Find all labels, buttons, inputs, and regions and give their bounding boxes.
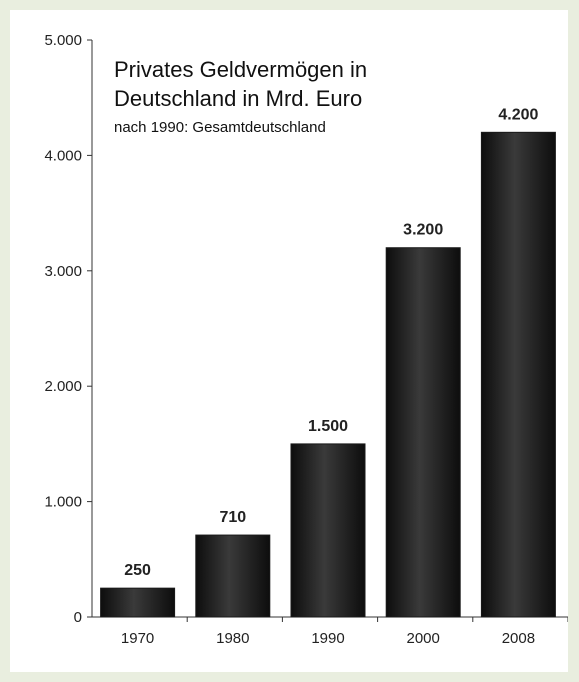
chart-title-line-2: Deutschland in Mrd. Euro [114, 86, 362, 111]
y-axis: 0 1.000 2.000 3.000 4.000 5.000 [44, 32, 93, 626]
data-label-1990: 1.500 [308, 418, 348, 435]
y-tick-label: 1.000 [44, 494, 82, 511]
x-tick-label: 1990 [311, 630, 344, 647]
y-tick-label: 4.000 [44, 147, 82, 164]
data-label-2008: 4.200 [498, 106, 538, 123]
y-tick-label: 2.000 [44, 378, 82, 395]
data-label-1970: 250 [124, 562, 151, 579]
x-tick-label: 1970 [121, 630, 154, 647]
x-tick-label: 2000 [407, 630, 440, 647]
bar-1970 [100, 587, 176, 618]
chart-frame: 0 1.000 2.000 3.000 4.000 5.000 1970 1980 1990 2… [10, 10, 569, 672]
bar-2008 [480, 131, 556, 618]
bar-2000 [385, 247, 461, 618]
value-labels: 250 710 1.500 3.200 4.200 [124, 106, 538, 579]
data-label-2000: 3.200 [403, 222, 443, 239]
chart-title-line-1: Privates Geldvermögen in [114, 57, 367, 82]
x-axis: 1970 1980 1990 2000 2008 [92, 616, 569, 647]
y-tick-label: 0 [74, 609, 82, 626]
bar-1990 [290, 443, 366, 618]
y-tick-label: 3.000 [44, 263, 82, 280]
bar-1980 [195, 534, 271, 618]
bars [100, 131, 556, 618]
y-tick-label: 5.000 [44, 32, 82, 49]
data-label-1980: 710 [219, 509, 246, 526]
chart-subtitle: nach 1990: Gesamtdeutschland [114, 119, 326, 136]
x-tick-label: 2008 [502, 630, 535, 647]
bar-chart: 0 1.000 2.000 3.000 4.000 5.000 1970 1980 1990 2… [44, 32, 569, 647]
x-tick-label: 1980 [216, 630, 249, 647]
